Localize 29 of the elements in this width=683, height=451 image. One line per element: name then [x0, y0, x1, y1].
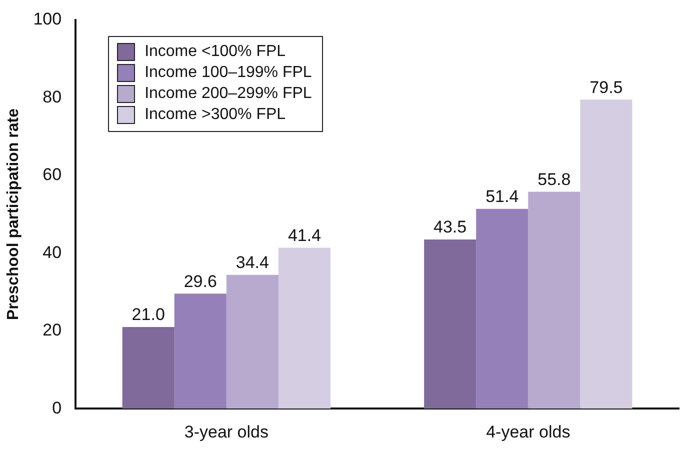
- legend-label: Income >300% FPL: [144, 106, 286, 124]
- y-tick-label: 80: [42, 87, 62, 106]
- legend-label: Income <100% FPL: [144, 43, 286, 61]
- legend-label: Income 100–199% FPL: [144, 64, 312, 82]
- data-label: 34.4: [236, 253, 269, 272]
- y-tick-label: 40: [42, 242, 62, 262]
- data-label: 55.8: [538, 170, 571, 189]
- y-tick-label: 0: [52, 398, 62, 418]
- y-tick-label: 60: [42, 165, 62, 184]
- bar: [278, 248, 331, 409]
- bar: [174, 294, 226, 409]
- data-label: 79.5: [590, 78, 623, 97]
- bar: [226, 274, 278, 409]
- x-tick-label: 4-year olds: [486, 422, 570, 442]
- data-label: 41.4: [288, 226, 322, 245]
- data-label: 21.0: [132, 305, 165, 324]
- bar: [122, 326, 174, 409]
- y-tick-label: 100: [33, 10, 62, 29]
- x-tick-label: 3-year olds: [184, 422, 268, 442]
- data-label: 51.4: [486, 187, 519, 206]
- y-axis-title: Preschool participation rate: [5, 108, 22, 320]
- bar: [476, 208, 528, 409]
- data-label: 29.6: [184, 272, 217, 291]
- bar: [528, 192, 580, 409]
- bar: [580, 100, 632, 409]
- bar: [424, 240, 476, 409]
- y-tick-label: 20: [42, 320, 62, 340]
- legend-label: Income 200–299% FPL: [144, 85, 312, 103]
- data-label: 43.5: [434, 218, 467, 237]
